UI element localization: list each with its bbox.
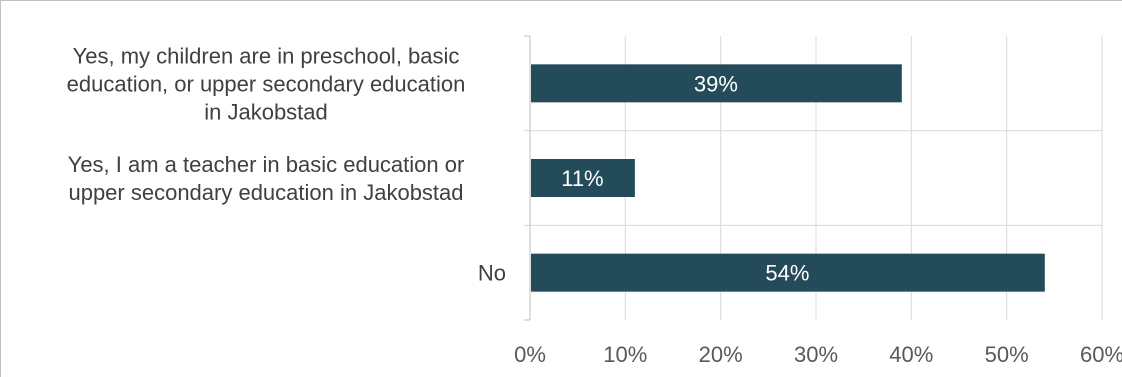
bar-value-label: 39% xyxy=(694,71,738,96)
category-label-line: upper secondary education in Jakobstad xyxy=(68,180,463,205)
x-tick-label: 0% xyxy=(514,342,546,367)
category-label-line: Yes, I am a teacher in basic education o… xyxy=(68,152,465,177)
bar xyxy=(531,64,902,103)
bar-value-label: 11% xyxy=(561,166,603,191)
bar xyxy=(531,253,1045,292)
frame-left-border xyxy=(0,0,1,377)
x-tick-label: 10% xyxy=(603,342,647,367)
category-label-line: No xyxy=(478,261,506,286)
x-tick-label: 20% xyxy=(699,342,743,367)
category-label-line: education, or upper secondary education xyxy=(67,71,466,96)
frame-top-border xyxy=(0,0,1122,1)
category-label-line: in Jakobstad xyxy=(204,99,328,124)
x-tick-label: 60% xyxy=(1080,342,1122,367)
category-label: Yes, I am a teacher in basic education o… xyxy=(68,152,465,205)
x-tick-label: 30% xyxy=(794,342,838,367)
category-label: No xyxy=(478,261,506,286)
x-tick-label: 40% xyxy=(889,342,933,367)
x-tick-label: 50% xyxy=(985,342,1029,367)
bar-value-label: 54% xyxy=(765,261,809,286)
category-label: Yes, my children are in preschool, basic… xyxy=(67,43,466,124)
category-label-line: Yes, my children are in preschool, basic xyxy=(73,43,460,68)
bar xyxy=(531,159,635,197)
